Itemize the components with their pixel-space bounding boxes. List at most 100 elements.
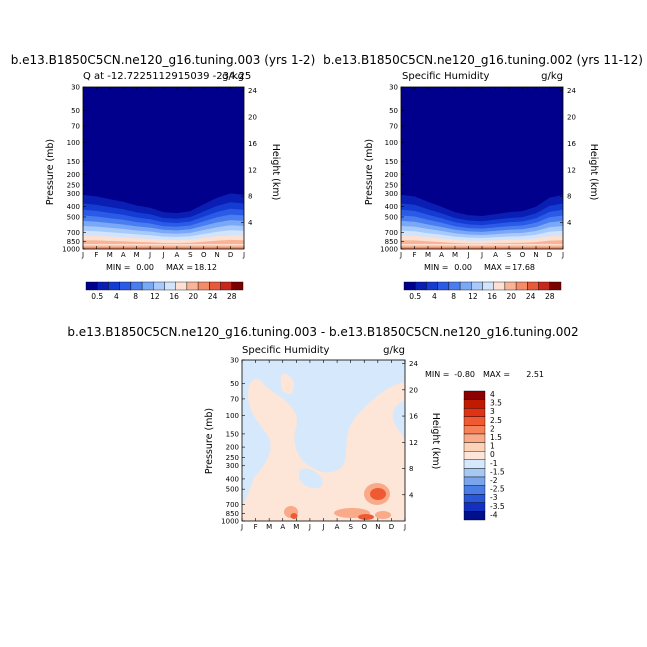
month-tick-label: N — [375, 523, 380, 531]
pressure-tick-label: 200 — [385, 171, 398, 179]
month-tick-label: J — [161, 251, 164, 259]
colorbar-label: 0.5 — [91, 292, 103, 301]
colorbar-swatch — [153, 281, 165, 291]
colorbar-swatch — [504, 281, 517, 291]
colorbar-label: 12 — [468, 292, 478, 301]
colorbar-swatch — [463, 502, 486, 512]
panel-3-subtitle-left: Specific Humidity — [242, 345, 330, 356]
colorbar-swatch — [141, 281, 154, 291]
colorbar-label: -3 — [490, 493, 498, 502]
colorbar-swatch — [493, 281, 506, 291]
colorbar-label: 28 — [545, 292, 555, 301]
pressure-tick-label: 500 — [226, 486, 239, 494]
panel-3-max-value: 2.51 — [526, 370, 544, 379]
height-tick-label: 12 — [409, 439, 418, 447]
pressure-tick-label: 400 — [67, 203, 80, 211]
month-tick-label: J — [399, 251, 402, 259]
pressure-tick-label: 30 — [389, 84, 398, 92]
colorbar-label: 3.5 — [490, 399, 502, 408]
diff-negative-region-right — [392, 400, 405, 440]
diff-positive-blob-right-low — [375, 511, 391, 519]
colorbar-swatch — [426, 281, 438, 291]
month-tick-label: F — [254, 523, 258, 531]
month-tick-label: J — [403, 523, 406, 531]
month-tick-label: M — [266, 523, 272, 531]
panel-2-subtitle-right: g/kg — [541, 71, 563, 82]
pressure-tick-label: 50 — [389, 107, 398, 115]
colorbar-label: -4 — [490, 510, 498, 519]
month-tick-label: O — [201, 251, 207, 259]
colorbar-label: 8 — [133, 292, 138, 301]
pressure-tick-label: 500 — [67, 213, 80, 221]
colorbar-label: 0 — [490, 450, 495, 459]
panel-2-min-value: 0.00 — [454, 263, 472, 272]
pressure-tick-label: 100 — [226, 412, 239, 420]
panel-1-ylabel-right: Height (km) — [270, 144, 281, 201]
colorbar-swatch — [463, 433, 486, 443]
panel-3-colorbar: 43.532.521.510-1-1.5-2-2.5-3-3.5-4 — [463, 390, 505, 521]
colorbar-swatch — [471, 281, 483, 291]
pressure-tick-label: 1000 — [380, 246, 398, 254]
panel-2-colorbar: 0.5 4 8 12 16 20 24 28 — [403, 281, 562, 301]
pressure-tick-label: 100 — [67, 139, 80, 147]
height-tick-label: 20 — [248, 114, 257, 122]
panel-1-min-label: MIN = — [106, 263, 131, 272]
pressure-tick-label: 50 — [71, 107, 80, 115]
colorbar-label: -1 — [490, 459, 498, 468]
colorbar-swatch — [220, 281, 233, 291]
colorbar-label: 1 — [490, 442, 495, 451]
colorbar-label: 2.5 — [490, 416, 502, 425]
pressure-tick-label: 150 — [226, 430, 239, 438]
pressure-tick-label: 200 — [67, 171, 80, 179]
colorbar-swatch — [463, 451, 486, 461]
colorbar-swatch — [463, 485, 486, 495]
month-tick-label: M — [452, 251, 458, 259]
pressure-tick-label: 150 — [385, 158, 398, 166]
colorbar-swatch — [538, 281, 551, 291]
month-tick-label: O — [361, 523, 367, 531]
month-tick-label: J — [81, 251, 84, 259]
panel-3-min-label: MIN = — [425, 370, 450, 379]
month-tick-label: A — [121, 251, 126, 259]
panel-2-ylabel-right: Height (km) — [588, 144, 599, 201]
colorbar-label: -3.5 — [490, 502, 505, 511]
panel-2-ylabel-left: Pressure (mb) — [364, 139, 375, 205]
month-tick-label: M — [134, 251, 140, 259]
panel-2-title: b.e13.B1850C5CN.ne120_g16.tuning.002 (yr… — [323, 53, 643, 67]
panel-3-stats: MIN = -0.80 MAX = 2.51 — [425, 370, 544, 379]
panel-1-stats: MIN = 0.00 MAX = 18.12 — [106, 263, 217, 272]
pressure-tick-label: 30 — [230, 357, 239, 365]
panel-2: b.e13.B1850C5CN.ne120_g16.tuning.002 (yr… — [323, 53, 643, 301]
month-tick-label: A — [280, 523, 285, 531]
colorbar-swatch — [108, 281, 120, 291]
colorbar-label: 28 — [227, 292, 237, 301]
month-tick-label: D — [547, 251, 552, 259]
colorbar-swatch — [463, 494, 486, 504]
diff-negative-region-upper-left — [242, 360, 405, 506]
panel-3-max-label: MAX = — [483, 370, 510, 379]
colorbar-swatch — [415, 281, 427, 291]
colorbar-swatch — [482, 281, 494, 291]
colorbar-swatch — [448, 281, 461, 291]
colorbar-swatch — [549, 281, 562, 291]
month-tick-label: O — [520, 251, 526, 259]
pressure-tick-label: 700 — [385, 229, 398, 237]
panel-3-plot-area — [242, 360, 405, 521]
month-tick-label: A — [175, 251, 180, 259]
colorbar-swatch — [437, 281, 450, 291]
height-tick-label: 20 — [409, 386, 418, 394]
colorbar-swatch — [119, 281, 132, 291]
colorbar-label: 1.5 — [490, 433, 502, 442]
month-tick-label: J — [466, 251, 469, 259]
height-tick-label: 8 — [409, 465, 413, 473]
height-tick-label: 12 — [567, 166, 576, 174]
pressure-tick-label: 850 — [67, 238, 80, 246]
height-tick-label: 24 — [248, 87, 257, 95]
colorbar-swatch — [463, 408, 486, 418]
colorbar-label: 8 — [451, 292, 456, 301]
pressure-tick-label: 300 — [67, 190, 80, 198]
colorbar-label: 12 — [150, 292, 160, 301]
colorbar-swatch — [463, 425, 486, 435]
